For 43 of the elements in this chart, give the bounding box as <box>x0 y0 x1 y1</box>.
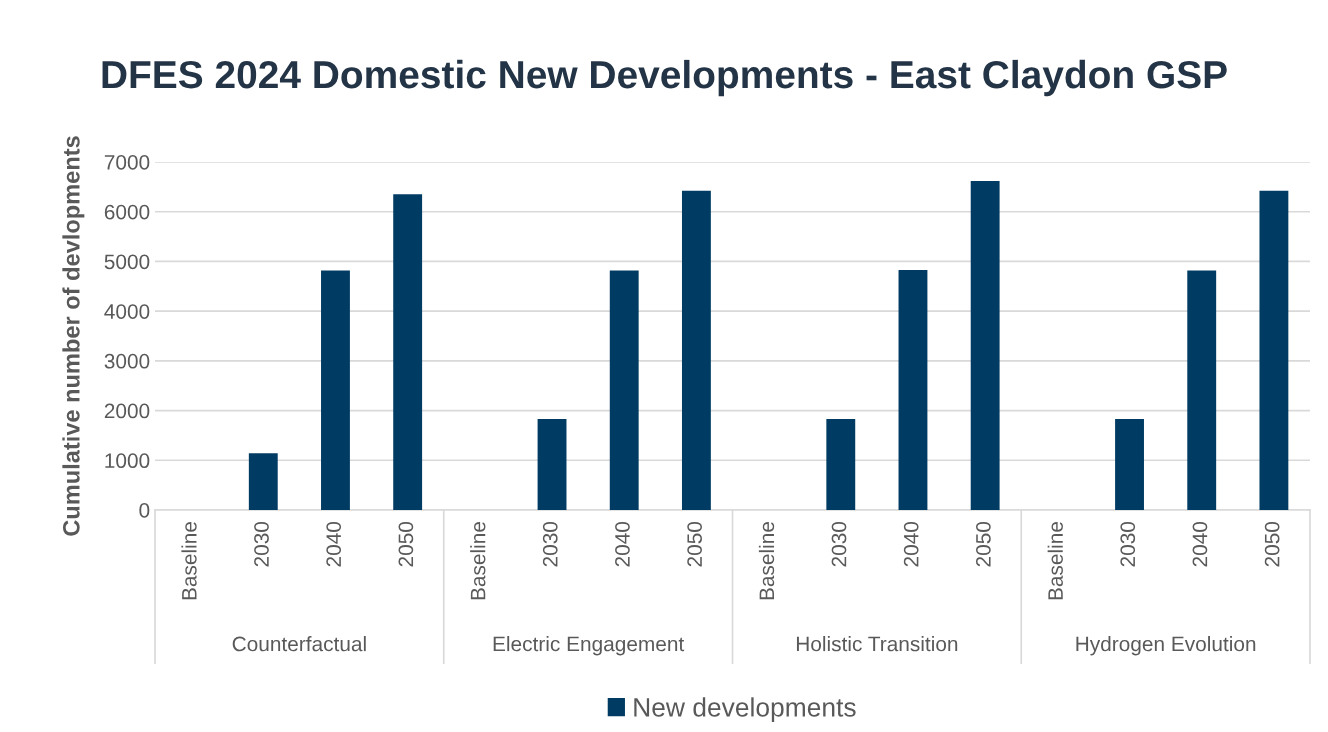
x-tick-label: 2050 <box>398 521 414 567</box>
y-tick-label: 6000 <box>104 204 150 220</box>
y-tick-label: 3000 <box>104 353 150 369</box>
x-tick-label: 2030 <box>1120 521 1136 567</box>
x-tick-label: 2030 <box>831 521 847 567</box>
x-tick-label: 2030 <box>254 521 269 567</box>
y-tick-label: 5000 <box>104 254 150 270</box>
bar <box>609 270 639 510</box>
x-tick-label: Baseline <box>181 522 197 600</box>
x-tick-label: 2050 <box>976 521 991 567</box>
x-tick-label: Baseline <box>1047 522 1063 600</box>
x-tick-label: 2040 <box>903 521 919 567</box>
x-tick-label: 2050 <box>687 521 702 567</box>
bar <box>393 194 423 510</box>
text: Holistic Transition <box>796 636 958 652</box>
legend-label: New developments <box>634 697 856 722</box>
x-tick-label: 2050 <box>1264 521 1280 567</box>
bar <box>1187 270 1217 510</box>
x-tick-label: 2040 <box>615 521 630 567</box>
bar <box>321 270 350 510</box>
bar <box>1259 190 1289 510</box>
bar <box>681 190 711 510</box>
y-tick-label: 2000 <box>104 403 150 419</box>
x-tick-label: 2030 <box>542 521 558 567</box>
y-tick-label: 4000 <box>104 304 150 319</box>
y-tick-label: 0 <box>139 503 150 518</box>
bar <box>1115 419 1144 510</box>
text: Hydrogen Evolution <box>1076 636 1256 656</box>
bar <box>537 419 567 510</box>
text: Counterfactual <box>232 636 366 652</box>
text: Electric Engagement <box>493 636 685 656</box>
bar <box>248 453 278 510</box>
x-tick-label: 2040 <box>1192 521 1208 567</box>
y-axis-title: Cumulative number of devlopments <box>62 136 85 536</box>
bar <box>970 180 1000 510</box>
x-tick-label: 2040 <box>326 521 342 567</box>
x-tick-label: Baseline <box>758 522 775 600</box>
bar <box>826 419 856 510</box>
bar <box>898 269 928 510</box>
chart-title: DFES 2024 Domestic New Developments - East Claydon GSP <box>102 59 1227 97</box>
x-tick-label: Baseline <box>470 522 486 600</box>
y-tick-label: 1000 <box>105 453 150 469</box>
y-tick-label: 7000 <box>104 155 150 170</box>
